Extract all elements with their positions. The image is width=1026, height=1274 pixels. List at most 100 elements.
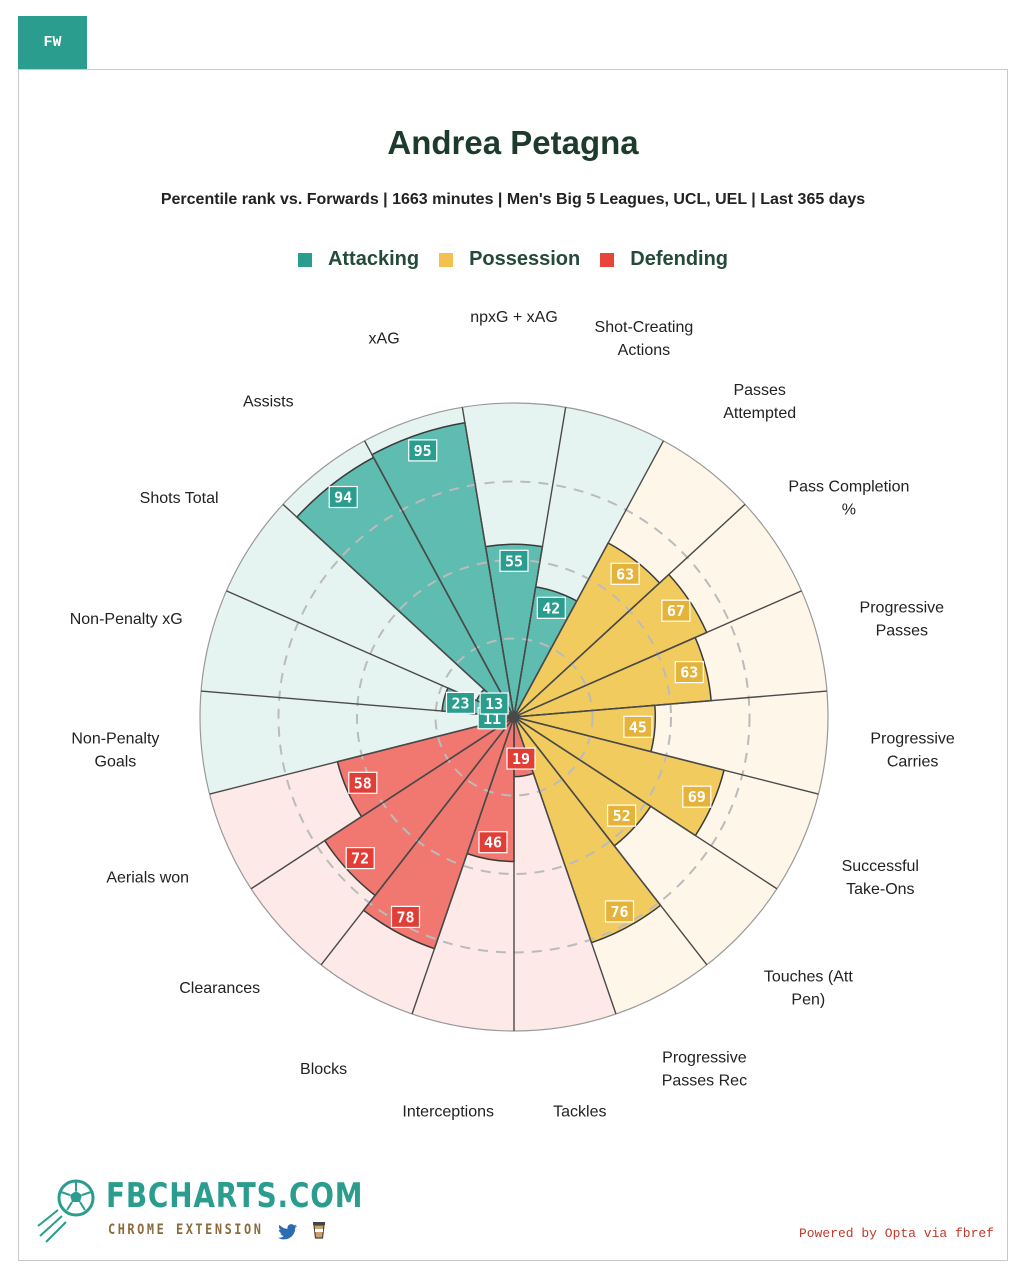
twitter-icon[interactable] — [278, 1224, 298, 1240]
value-badge-blocks: 78 — [390, 905, 421, 929]
category-label-clearances: Clearances — [179, 980, 260, 997]
value-label: 94 — [334, 489, 352, 507]
spoke-7 — [513, 716, 778, 890]
value-badge-box — [478, 831, 508, 854]
value-badge-box — [390, 905, 421, 929]
legend-swatch-defending — [600, 252, 615, 267]
spoke-11 — [411, 716, 515, 1015]
value-label: 52 — [613, 807, 631, 825]
value-badge-box — [623, 715, 653, 738]
value-badge-interceptions: 46 — [478, 831, 508, 854]
category-label-progressive-passes-rec: Progressive Passes Rec — [662, 1049, 747, 1089]
value-label: 63 — [680, 664, 698, 682]
category-label-tackles: Tackles — [553, 1104, 606, 1121]
category-label-xag: xAG — [369, 331, 400, 348]
value-badge-xag: 95 — [408, 439, 438, 462]
spoke-0 — [461, 407, 515, 718]
value-badge-box — [345, 846, 375, 870]
spoke-2 — [513, 440, 665, 718]
value-badge-box — [604, 900, 635, 923]
value-badge-npxg-xag: 55 — [499, 549, 529, 572]
value-label: 76 — [610, 903, 628, 921]
spoke-4 — [513, 590, 802, 718]
category-label-assists: Assists — [243, 393, 294, 410]
value-badge-touches-att-pen: 52 — [606, 804, 637, 827]
value-label: 95 — [414, 442, 432, 460]
value-label: 19 — [512, 750, 530, 768]
legend-label-defending: Defending — [630, 248, 729, 270]
value-badge-box — [328, 485, 358, 509]
value-label: 63 — [616, 565, 634, 583]
legend-label-attacking: Attacking — [327, 248, 420, 270]
brand-name: FBCHARTS.COM — [106, 1176, 364, 1216]
position-tab[interactable]: FW — [18, 16, 87, 69]
value-badge-progressive-passes-rec: 76 — [604, 900, 635, 923]
value-badge-box — [348, 771, 378, 794]
category-label-shots-total: Shots Total — [140, 490, 219, 507]
value-badge-box — [606, 804, 637, 827]
category-label-aerials-won: Aerials won — [106, 870, 189, 887]
value-badge-box — [506, 747, 536, 770]
legend-swatch-possession — [439, 252, 454, 267]
category-label-shot-creating-actions: Shot-Creating Actions — [595, 319, 694, 359]
value-label: 78 — [396, 908, 414, 926]
spoke-14 — [209, 716, 515, 795]
value-label: 72 — [351, 850, 369, 868]
legend-item-possession: Possession — [439, 248, 580, 271]
value-badge-clearances: 72 — [345, 846, 375, 870]
value-badge-progressive-passes: 63 — [674, 660, 704, 684]
value-badge-non-penalty-xg: 23 — [445, 691, 476, 715]
credit-text: Powered by Opta via fbref — [798, 1226, 994, 1241]
grid-ring-25 — [434, 637, 594, 797]
category-label-passes-attempted: Passes Attempted — [723, 382, 796, 422]
spoke-18 — [363, 440, 515, 718]
category-label-successful-take-ons: Successful Take-Ons — [842, 858, 919, 898]
value-badge-progressive-carries: 45 — [623, 715, 653, 738]
legend-item-defending: Defending — [600, 248, 728, 271]
value-label: 42 — [542, 599, 560, 617]
category-label-interceptions: Interceptions — [402, 1104, 494, 1121]
value-badge-box — [499, 549, 529, 572]
value-badge-box — [536, 596, 566, 619]
value-badge-successful-take-ons: 69 — [682, 785, 712, 808]
soccer-ball-icon — [37, 1179, 95, 1243]
value-label: 46 — [484, 834, 502, 852]
value-badge-passes-attempted: 63 — [610, 562, 640, 585]
spoke-13 — [250, 716, 515, 890]
spoke-6 — [513, 716, 819, 795]
legend-item-attacking: Attacking — [297, 248, 420, 271]
chart-title: Andrea Petagna — [387, 124, 639, 161]
value-label: 58 — [354, 774, 372, 792]
value-badge-pass-completion: 67 — [661, 599, 691, 622]
bg-sector-non-penalty-xg — [201, 590, 514, 717]
category-label-progressive-passes: Progressive Passes — [860, 599, 945, 639]
value-badge-aerials-won: 58 — [348, 771, 378, 794]
category-label-touches-att-pen: Touches (Att Pen) — [764, 968, 853, 1008]
spoke-8 — [513, 716, 708, 966]
value-label: 69 — [688, 788, 706, 806]
category-label-blocks: Blocks — [300, 1061, 347, 1078]
spoke-12 — [320, 716, 515, 966]
value-badge-shot-creating-actions: 42 — [536, 596, 566, 619]
spoke-1 — [513, 407, 567, 718]
brand-sub: CHROME EXTENSION — [108, 1222, 264, 1238]
value-badge-box — [610, 562, 640, 585]
value-badge-box — [445, 691, 476, 715]
value-badge-assists: 94 — [328, 485, 358, 509]
legend-swatch-attacking — [297, 252, 312, 267]
value-label: 55 — [505, 552, 523, 570]
category-label-non-penalty-goals: Non-Penalty Goals — [71, 731, 159, 771]
chart-subtitle: Percentile rank vs. Forwards | 1663 minu… — [160, 191, 866, 208]
category-label-pass-completion: Pass Completion% — [788, 479, 909, 519]
legend: Attacking Possession Defending — [0, 248, 1026, 271]
category-label-non-penalty-xg: Non-Penalty xG — [70, 611, 183, 628]
coffee-cup-icon[interactable] — [312, 1220, 326, 1240]
value-label: 23 — [451, 694, 469, 712]
value-label: 13 — [485, 695, 503, 713]
value-badge-box — [408, 439, 438, 462]
value-label: 67 — [667, 602, 685, 620]
bg-sector-shots-total — [226, 504, 514, 717]
value-badge-box — [479, 692, 509, 715]
value-badge-box — [682, 785, 712, 808]
